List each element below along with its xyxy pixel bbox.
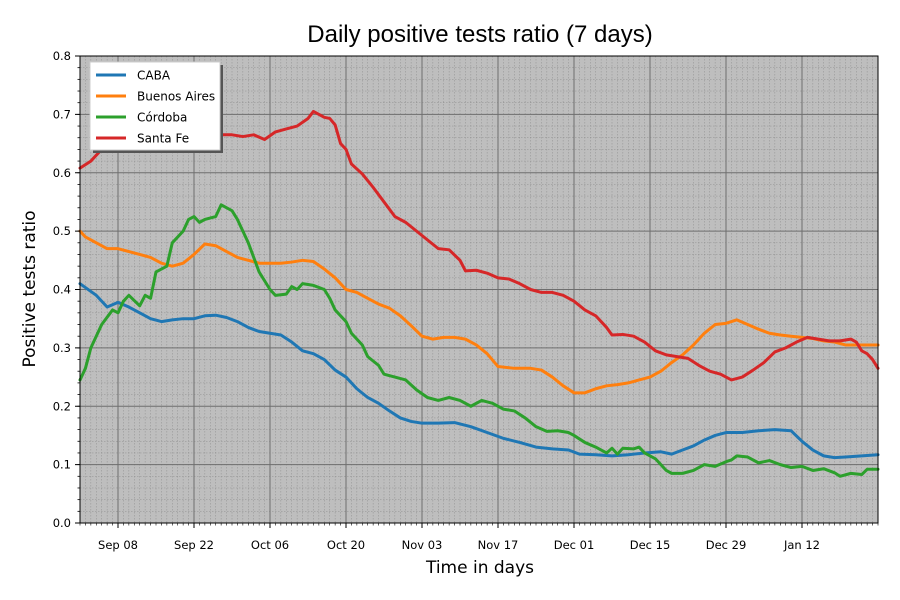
x-tick-label: Oct 20 <box>327 538 365 552</box>
x-tick-label: Dec 29 <box>706 538 747 552</box>
x-tick-label: Nov 03 <box>402 538 443 552</box>
y-tick-label: 0.4 <box>53 283 71 297</box>
chart-title: Daily positive tests ratio (7 days) <box>307 21 652 48</box>
series-line-buenos-aires <box>78 229 880 395</box>
x-tick-label: Jan 12 <box>783 538 820 552</box>
x-axis-label: Time in days <box>425 558 534 578</box>
legend-label: Santa Fe <box>137 132 189 146</box>
y-tick-label: 0.0 <box>53 516 71 530</box>
legend: CABA Buenos Aires Córdoba Santa Fe <box>89 61 223 153</box>
series-layer <box>78 109 880 478</box>
x-tick-label: Sep 22 <box>174 538 214 552</box>
series-line-santa-fe <box>78 109 880 382</box>
series-line-caba <box>78 282 880 460</box>
x-axis: Sep 08 Sep 22 Oct 06 Oct 20 Nov 03 Nov 17 Dec … <box>79 523 879 552</box>
legend-label: Córdoba <box>137 111 187 125</box>
y-tick-label: 0.8 <box>53 49 71 63</box>
x-tick-label: Nov 17 <box>478 538 519 552</box>
x-tick-label: Oct 06 <box>251 538 289 552</box>
y-axis: 0.0 0.1 0.2 0.3 0.4 0.5 0.6 0.7 0.8 <box>53 49 80 530</box>
series-line-c-rdoba <box>78 203 880 478</box>
x-tick-label: Sep 08 <box>98 538 138 552</box>
y-tick-label: 0.1 <box>53 458 71 472</box>
y-tick-label: 0.3 <box>53 341 71 355</box>
legend-box <box>89 61 221 151</box>
y-axis-label: Positive tests ratio <box>20 210 40 367</box>
legend-label: Buenos Aires <box>137 90 215 104</box>
y-tick-label: 0.6 <box>53 166 71 180</box>
legend-label: CABA <box>137 69 171 83</box>
x-tick-label: Dec 15 <box>630 538 671 552</box>
y-tick-label: 0.7 <box>53 107 71 121</box>
y-tick-label: 0.2 <box>53 399 71 413</box>
y-tick-label: 0.5 <box>53 224 71 238</box>
x-tick-label: Dec 01 <box>554 538 595 552</box>
